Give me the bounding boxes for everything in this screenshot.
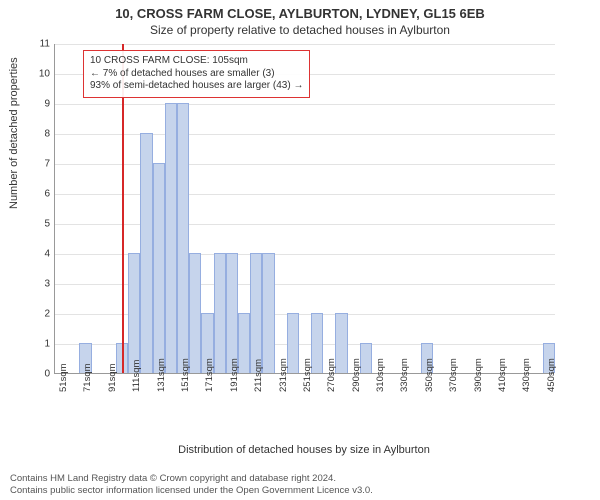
- y-tick: 5: [24, 219, 50, 230]
- x-tick: 51sqm: [58, 363, 69, 392]
- footer-line1: Contains HM Land Registry data © Crown c…: [10, 473, 373, 484]
- x-tick: 251sqm: [302, 358, 313, 392]
- x-tick: 370sqm: [448, 358, 459, 392]
- x-tick: 151sqm: [180, 358, 191, 392]
- gridline: [55, 164, 555, 165]
- x-tick: 350sqm: [424, 358, 435, 392]
- y-axis-label: Number of detached properties: [8, 57, 20, 209]
- page-title-sub: Size of property relative to detached ho…: [0, 21, 600, 41]
- histogram-bar: [250, 253, 262, 373]
- y-tick: 9: [24, 99, 50, 110]
- gridline: [55, 134, 555, 135]
- y-tick: 10: [24, 69, 50, 80]
- x-tick: 171sqm: [204, 358, 215, 392]
- y-tick: 2: [24, 309, 50, 320]
- histogram-bar: [214, 253, 226, 373]
- annotation-box: 10 CROSS FARM CLOSE: 105sqm ← 7% of deta…: [83, 50, 310, 98]
- footer-attribution: Contains HM Land Registry data © Crown c…: [10, 473, 373, 496]
- x-tick: 191sqm: [229, 358, 240, 392]
- y-tick: 3: [24, 279, 50, 290]
- histogram-bar: [165, 103, 177, 373]
- gridline: [55, 104, 555, 105]
- x-tick: 450sqm: [546, 358, 557, 392]
- histogram-bar: [335, 313, 347, 373]
- x-tick: 91sqm: [107, 363, 118, 392]
- annotation-line3: 93% of semi-detached houses are larger (…: [90, 80, 303, 93]
- histogram-bar: [177, 103, 189, 373]
- y-tick: 6: [24, 189, 50, 200]
- x-tick: 330sqm: [399, 358, 410, 392]
- chart-container: 0123456789101151sqm71sqm91sqm111sqm131sq…: [54, 44, 584, 414]
- histogram-bar: [140, 133, 152, 373]
- x-tick: 71sqm: [82, 363, 93, 392]
- x-tick: 211sqm: [253, 359, 264, 392]
- x-tick: 131sqm: [156, 358, 167, 392]
- x-tick: 111sqm: [131, 360, 142, 392]
- y-tick: 0: [24, 369, 50, 380]
- histogram-bar: [262, 253, 274, 373]
- x-tick: 430sqm: [521, 358, 532, 392]
- histogram-bar: [189, 253, 201, 373]
- gridline: [55, 224, 555, 225]
- footer-line2: Contains public sector information licen…: [10, 485, 373, 496]
- x-tick: 390sqm: [473, 358, 484, 392]
- y-tick: 1: [24, 339, 50, 350]
- x-tick: 410sqm: [497, 358, 508, 392]
- page-title-address: 10, CROSS FARM CLOSE, AYLBURTON, LYDNEY,…: [0, 0, 600, 21]
- x-tick: 231sqm: [278, 358, 289, 392]
- histogram-bar: [128, 253, 140, 373]
- gridline: [55, 44, 555, 45]
- x-tick: 290sqm: [351, 358, 362, 392]
- gridline: [55, 194, 555, 195]
- y-tick: 8: [24, 129, 50, 140]
- histogram-bar: [226, 253, 238, 373]
- annotation-line2: ← 7% of detached houses are smaller (3): [90, 68, 303, 81]
- y-tick: 11: [24, 39, 50, 50]
- x-tick: 310sqm: [375, 358, 386, 392]
- annotation-line1: 10 CROSS FARM CLOSE: 105sqm: [90, 55, 303, 68]
- y-tick: 4: [24, 249, 50, 260]
- y-tick: 7: [24, 159, 50, 170]
- plot-area: 0123456789101151sqm71sqm91sqm111sqm131sq…: [54, 44, 554, 374]
- histogram-bar: [153, 163, 165, 373]
- x-tick: 270sqm: [326, 358, 337, 392]
- x-axis-label: Distribution of detached houses by size …: [54, 444, 554, 456]
